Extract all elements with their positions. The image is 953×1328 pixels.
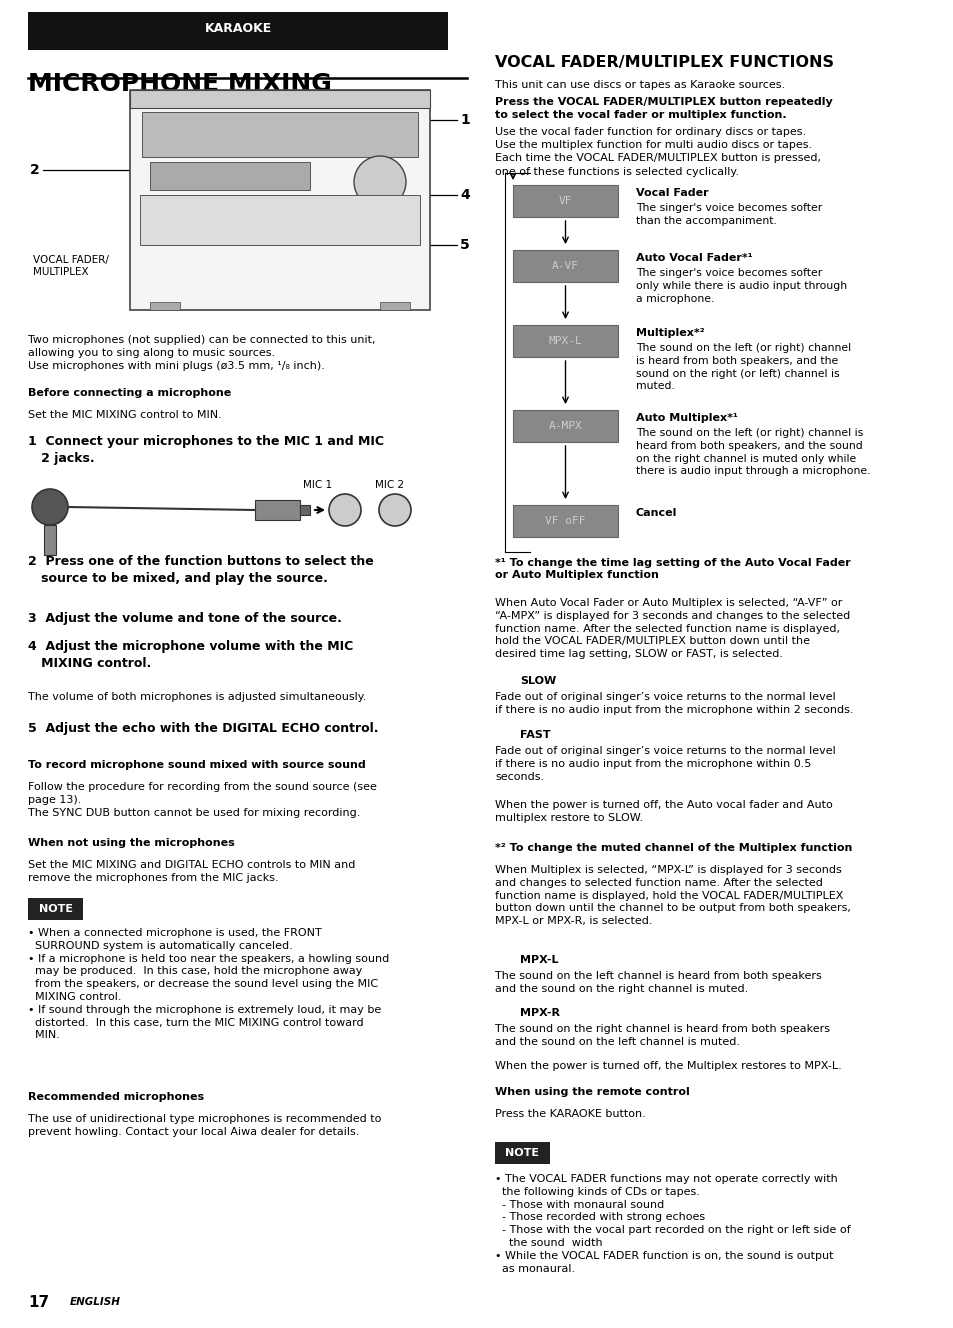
Text: 3  Adjust the volume and tone of the source.: 3 Adjust the volume and tone of the sour… xyxy=(28,612,341,625)
Text: 2  Press one of the function buttons to select the
   source to be mixed, and pl: 2 Press one of the function buttons to s… xyxy=(28,555,374,586)
Bar xyxy=(140,195,419,244)
Bar xyxy=(142,112,417,157)
Text: MIC 1: MIC 1 xyxy=(303,479,333,490)
Text: The sound on the left (or right) channel is
heard from both speakers, and the so: The sound on the left (or right) channel… xyxy=(636,428,869,477)
Text: Recommended microphones: Recommended microphones xyxy=(28,1092,204,1102)
Text: Two microphones (not supplied) can be connected to this unit,
allowing you to si: Two microphones (not supplied) can be co… xyxy=(28,335,375,372)
Bar xyxy=(150,301,180,309)
Text: This unit can use discs or tapes as Karaoke sources.: This unit can use discs or tapes as Kara… xyxy=(495,80,784,90)
Bar xyxy=(254,501,299,521)
Text: VF: VF xyxy=(558,197,572,206)
Text: To record microphone sound mixed with source sound: To record microphone sound mixed with so… xyxy=(28,760,365,770)
Text: MPX-L: MPX-L xyxy=(519,955,558,965)
Text: When the power is turned off, the Auto vocal fader and Auto
multiplex restore to: When the power is turned off, the Auto v… xyxy=(495,799,832,823)
Text: The singer's voice becomes softer
only while there is audio input through
a micr: The singer's voice becomes softer only w… xyxy=(636,268,846,304)
Text: A-MPX: A-MPX xyxy=(548,421,581,432)
Bar xyxy=(28,12,448,50)
Circle shape xyxy=(32,489,68,525)
Text: Press the VOCAL FADER/MULTIPLEX button repeatedly
to select the vocal fader or m: Press the VOCAL FADER/MULTIPLEX button r… xyxy=(495,97,832,121)
Text: Before connecting a microphone: Before connecting a microphone xyxy=(28,388,231,398)
Text: MPX-L: MPX-L xyxy=(548,336,581,347)
Text: MIC 2: MIC 2 xyxy=(375,479,404,490)
Circle shape xyxy=(378,494,411,526)
Text: Vocal Fader: Vocal Fader xyxy=(636,189,708,198)
Text: NOTE: NOTE xyxy=(38,904,72,914)
Text: NOTE: NOTE xyxy=(505,1147,539,1158)
Text: VOCAL FADER/
MULTIPLEX: VOCAL FADER/ MULTIPLEX xyxy=(33,255,109,278)
Text: Fade out of original singer’s voice returns to the normal level
if there is no a: Fade out of original singer’s voice retu… xyxy=(495,746,835,782)
Bar xyxy=(150,162,310,190)
Text: Follow the procedure for recording from the sound source (see
page 13).
The SYNC: Follow the procedure for recording from … xyxy=(28,782,376,818)
Text: The sound on the left (or right) channel
is heard from both speakers, and the
so: The sound on the left (or right) channel… xyxy=(636,343,850,392)
Text: 1: 1 xyxy=(459,113,469,127)
Text: When not using the microphones: When not using the microphones xyxy=(28,838,234,849)
Text: The sound on the left channel is heard from both speakers
and the sound on the r: The sound on the left channel is heard f… xyxy=(495,971,821,993)
Text: 4: 4 xyxy=(459,189,469,202)
Text: 1  Connect your microphones to the MIC 1 and MIC
   2 jacks.: 1 Connect your microphones to the MIC 1 … xyxy=(28,436,384,465)
Text: *² To change the muted channel of the Multiplex function: *² To change the muted channel of the Mu… xyxy=(495,843,851,853)
Text: When using the remote control: When using the remote control xyxy=(495,1088,689,1097)
Text: Auto Vocal Fader*¹: Auto Vocal Fader*¹ xyxy=(636,254,752,263)
Text: Multiplex*²: Multiplex*² xyxy=(636,328,704,339)
Circle shape xyxy=(329,494,360,526)
Bar xyxy=(513,185,618,216)
Text: Set the MIC MIXING control to MIN.: Set the MIC MIXING control to MIN. xyxy=(28,410,221,420)
Text: When Multiplex is selected, “MPX-L” is displayed for 3 seconds
and changes to se: When Multiplex is selected, “MPX-L” is d… xyxy=(495,865,850,926)
Text: KARAOKE: KARAOKE xyxy=(204,23,272,35)
Text: Use the vocal fader function for ordinary discs or tapes.
Use the multiplex func: Use the vocal fader function for ordinar… xyxy=(495,127,821,177)
Text: • When a connected microphone is used, the FRONT
  SURROUND system is automatica: • When a connected microphone is used, t… xyxy=(28,928,389,1040)
Text: 5: 5 xyxy=(459,238,469,252)
Text: The use of unidirectional type microphones is recommended to
prevent howling. Co: The use of unidirectional type microphon… xyxy=(28,1114,381,1137)
Text: 17: 17 xyxy=(28,1295,49,1309)
Bar xyxy=(299,505,310,515)
Text: Auto Multiplex*¹: Auto Multiplex*¹ xyxy=(636,413,737,424)
Text: • The VOCAL FADER functions may not operate correctly with
  the following kinds: • The VOCAL FADER functions may not oper… xyxy=(495,1174,850,1274)
Text: The volume of both microphones is adjusted simultaneously.: The volume of both microphones is adjust… xyxy=(28,692,366,703)
Text: When the power is turned off, the Multiplex restores to MPX-L.: When the power is turned off, the Multip… xyxy=(495,1061,841,1070)
Text: Set the MIC MIXING and DIGITAL ECHO controls to MIN and
remove the microphones f: Set the MIC MIXING and DIGITAL ECHO cont… xyxy=(28,861,355,883)
Bar xyxy=(495,1142,550,1165)
Text: MICROPHONE MIXING: MICROPHONE MIXING xyxy=(28,72,332,96)
Text: The sound on the right channel is heard from both speakers
and the sound on the : The sound on the right channel is heard … xyxy=(495,1024,829,1046)
Text: VF oFF: VF oFF xyxy=(545,517,585,526)
Bar xyxy=(513,505,618,537)
Text: 5  Adjust the echo with the DIGITAL ECHO control.: 5 Adjust the echo with the DIGITAL ECHO … xyxy=(28,722,378,734)
Text: FAST: FAST xyxy=(519,730,550,740)
Bar xyxy=(130,90,430,108)
Bar xyxy=(130,90,430,309)
Text: VOCAL FADER/MULTIPLEX FUNCTIONS: VOCAL FADER/MULTIPLEX FUNCTIONS xyxy=(495,54,833,70)
Bar xyxy=(44,525,56,555)
Text: Cancel: Cancel xyxy=(636,509,677,518)
Bar xyxy=(513,410,618,442)
Text: *¹ To change the time lag setting of the Auto Vocal Fader
or Auto Multiplex func: *¹ To change the time lag setting of the… xyxy=(495,558,850,580)
Bar xyxy=(513,250,618,282)
Text: Fade out of original singer’s voice returns to the normal level
if there is no a: Fade out of original singer’s voice retu… xyxy=(495,692,853,714)
Text: MPX-R: MPX-R xyxy=(519,1008,559,1019)
Text: ENGLISH: ENGLISH xyxy=(70,1297,121,1307)
Text: A-VF: A-VF xyxy=(552,262,578,271)
Text: 4  Adjust the microphone volume with the MIC
   MIXING control.: 4 Adjust the microphone volume with the … xyxy=(28,640,353,671)
Text: The singer's voice becomes softer
than the accompaniment.: The singer's voice becomes softer than t… xyxy=(636,203,821,226)
Text: When Auto Vocal Fader or Auto Multiplex is selected, “A-VF” or
“A-MPX” is displa: When Auto Vocal Fader or Auto Multiplex … xyxy=(495,598,849,659)
Text: 2: 2 xyxy=(30,163,40,177)
Bar xyxy=(379,301,410,309)
Bar xyxy=(28,898,83,920)
Circle shape xyxy=(354,155,406,208)
Text: Press the KARAOKE button.: Press the KARAOKE button. xyxy=(495,1109,645,1120)
Text: SLOW: SLOW xyxy=(519,676,556,687)
Bar xyxy=(513,325,618,357)
